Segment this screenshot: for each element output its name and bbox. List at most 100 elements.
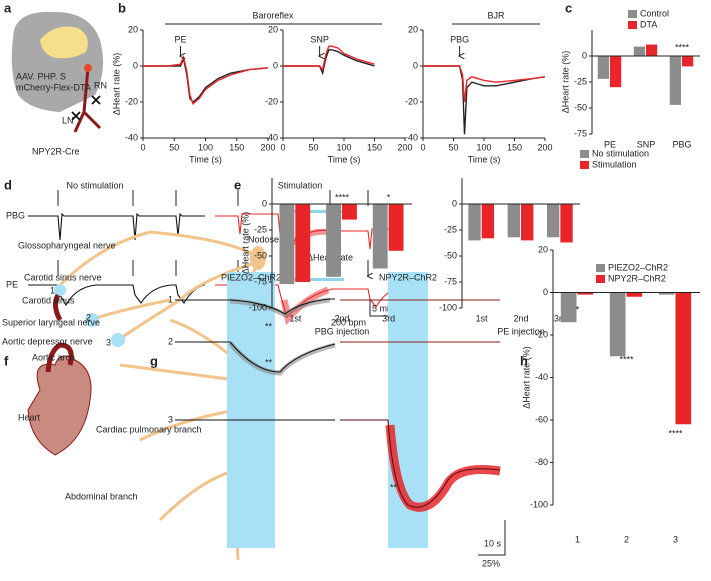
bar — [675, 292, 692, 425]
x-tick-label: 150 — [229, 142, 244, 152]
trace — [28, 212, 205, 241]
ganglion — [250, 246, 266, 270]
nerve-label: Heart — [18, 412, 41, 422]
y-tick-label: -75 — [444, 276, 457, 286]
scale-label: 200 bpm — [331, 317, 366, 327]
nerve-label: Superior laryngeal nerve — [2, 317, 100, 327]
legend-swatch — [580, 150, 589, 158]
x-tick-label: 1st — [289, 313, 302, 323]
row-label: PE — [6, 279, 18, 289]
y-tick-label: -20 — [535, 329, 548, 339]
legend-swatch — [580, 161, 589, 169]
scale-bar — [478, 520, 506, 556]
bar — [481, 204, 495, 239]
y-tick-label: -100 — [530, 499, 548, 509]
y-tick-label: 0 — [133, 60, 138, 70]
x-axis-label: Time (s) — [468, 154, 501, 164]
x-tick-label: 100 — [198, 142, 213, 152]
y-tick-label: 20 — [268, 24, 278, 34]
data-line — [283, 49, 375, 76]
y-tick-label: -20 — [125, 96, 138, 106]
mouse-label: NPY2R-Cre — [32, 146, 80, 156]
y-tick-label: -25 — [574, 76, 587, 86]
bar — [372, 204, 388, 269]
bar — [342, 204, 357, 220]
column-label: PIEZO2–ChR2 — [221, 272, 281, 282]
legend-label: Control — [640, 8, 669, 18]
stimulation-window — [227, 272, 275, 548]
stim-site — [111, 333, 125, 347]
bar — [626, 292, 643, 297]
x-tick-label: PE — [604, 139, 616, 149]
panel-label: a — [4, 0, 12, 15]
scale-label: 25% — [482, 558, 500, 568]
x-axis-label: PBG injection — [315, 326, 370, 336]
nerve-label: Glossopharyngeal nerve — [18, 240, 116, 250]
column-label: Stimulation — [278, 180, 323, 190]
x-tick-label: 50 — [308, 142, 318, 152]
trace — [28, 284, 205, 307]
group-label: BJR — [487, 10, 505, 20]
y-tick-label: -50 — [254, 250, 267, 260]
significance: **** — [619, 354, 634, 364]
bar — [388, 204, 404, 251]
bar — [646, 44, 658, 56]
y-tick-label: -100 — [249, 302, 267, 312]
y-tick-label: 20 — [538, 244, 548, 254]
bar — [597, 56, 609, 79]
x-tick-label: 100 — [336, 142, 351, 152]
significance: * — [576, 304, 580, 314]
panel-label: c — [565, 0, 572, 15]
nerve-label: Aortic arch — [32, 352, 75, 362]
y-axis-label: ΔHeart rate (%) — [560, 51, 570, 114]
brain — [11, 11, 104, 112]
y-axis-label: ΔHeart rate (%) — [521, 346, 531, 409]
injection-site — [84, 64, 92, 72]
stim-site — [85, 313, 99, 327]
y-tick-label: 0 — [452, 198, 457, 208]
x-tick-label: 2nd — [334, 313, 349, 323]
y-tick-label: -75 — [254, 276, 267, 286]
row-label: 2 — [168, 336, 173, 346]
legend-swatch — [628, 10, 637, 18]
panel-label: d — [4, 177, 12, 192]
nerve-diagram — [27, 230, 266, 561]
y-tick-label: -100 — [439, 302, 457, 312]
legend-swatch — [596, 275, 605, 283]
nerve-label: LN — [62, 115, 74, 125]
bar — [295, 204, 311, 282]
trace — [340, 419, 501, 508]
panel-label: h — [520, 353, 528, 368]
y-tick-label: -40 — [405, 132, 418, 142]
y-tick-label: -50 — [574, 102, 587, 112]
panel-label: e — [234, 177, 241, 192]
nerve-label: Nodose — [248, 234, 279, 244]
data-line — [423, 65, 546, 103]
x-tick-label: 1st — [476, 313, 489, 323]
site-label: 1 — [50, 285, 55, 295]
y-tick-label: -20 — [265, 96, 278, 106]
y-tick-label: -25 — [254, 224, 267, 234]
bar — [521, 204, 534, 241]
bar — [546, 204, 560, 238]
y-tick-label: 0 — [413, 60, 418, 70]
stim-site — [54, 284, 66, 296]
x-tick-label: 2 — [624, 534, 629, 544]
column-label: NPY2R–ChR2 — [379, 272, 437, 282]
x-tick-label: 0 — [140, 142, 145, 152]
y-tick-label: -40 — [265, 132, 278, 142]
x-tick-label: 2nd — [513, 313, 528, 323]
y-tick-label: 0 — [262, 198, 267, 208]
x-axis-label: PE injection — [497, 326, 545, 336]
virus-label: AAV. PHP. S — [16, 71, 66, 81]
nerve — [73, 67, 102, 133]
data-line — [143, 54, 269, 106]
significance: ** — [265, 357, 273, 367]
artery — [52, 293, 63, 322]
cut-mark — [71, 95, 101, 121]
aortic-arch — [45, 342, 74, 373]
data-line — [143, 56, 269, 103]
y-axis-label: ΔHeart rate (%) — [240, 212, 250, 275]
panel-label: g — [150, 353, 158, 368]
